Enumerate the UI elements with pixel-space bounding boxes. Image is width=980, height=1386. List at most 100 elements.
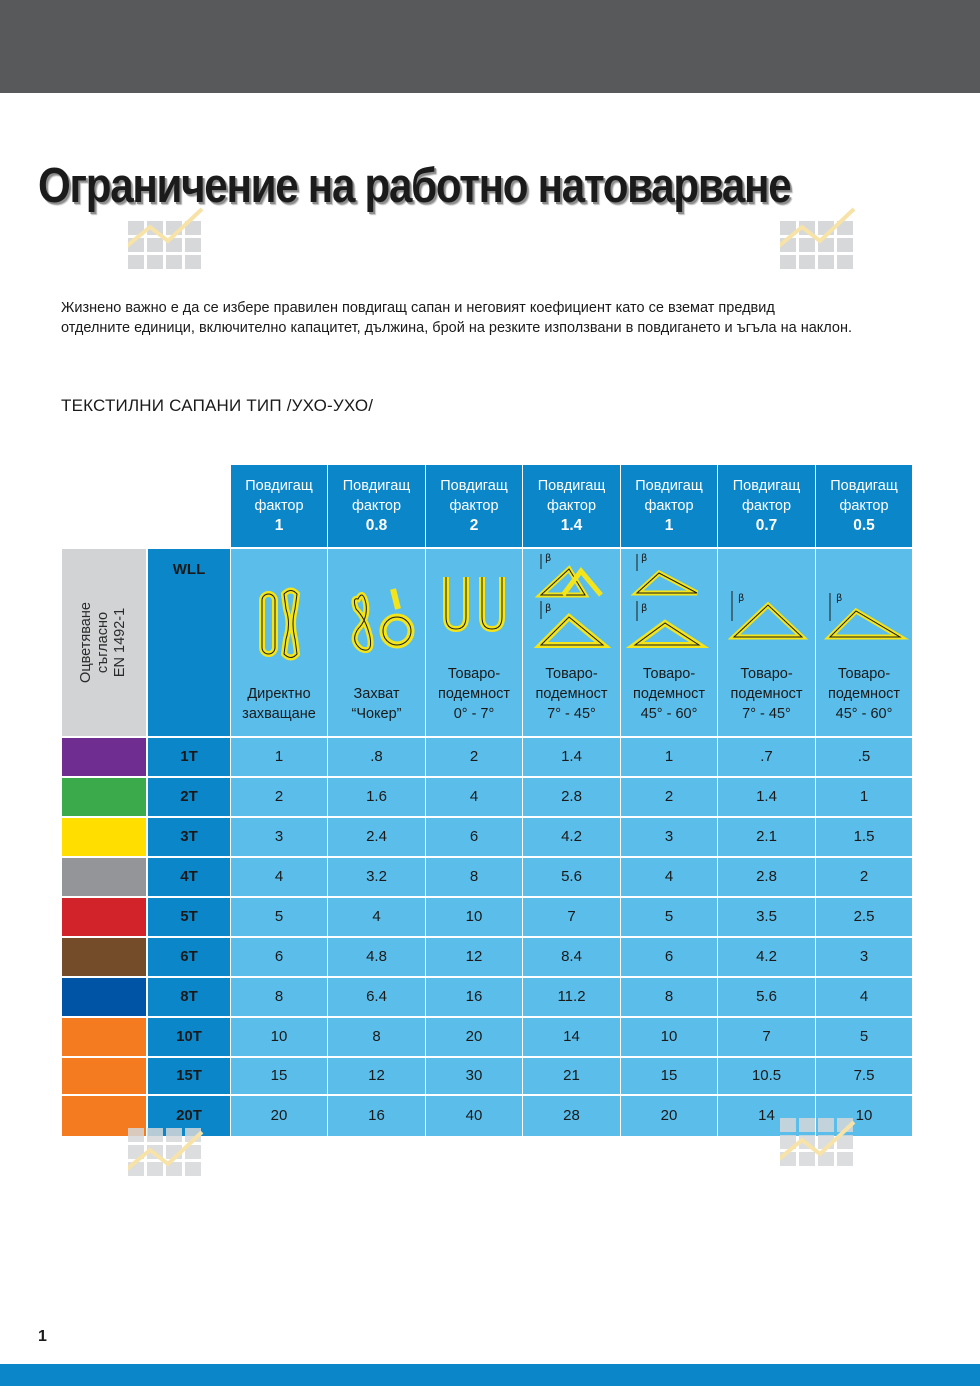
value-cell: 14	[523, 1018, 621, 1056]
value-cell: 1	[816, 778, 912, 816]
wll-cell: 5T	[148, 898, 230, 936]
triangle-sling-wide-icon: β	[823, 593, 910, 640]
chart-logo-icon	[780, 207, 856, 269]
column-caption: Товаро-подемност 45° - 60°	[827, 666, 901, 722]
value-cell: 40	[426, 1096, 523, 1136]
column-header: Повдигащ фактор 0.5	[816, 465, 912, 547]
svg-text:β: β	[641, 553, 647, 564]
value-cell: 10	[816, 1096, 912, 1136]
value-cell: 15	[231, 1058, 328, 1094]
value-cell: 2	[426, 738, 523, 776]
basket-sling-cell: Товаро-подемност 0° - 7°	[426, 549, 523, 736]
value-cell: 5	[231, 898, 328, 936]
value-cell: 6	[231, 938, 328, 976]
value-cell: 7	[718, 1018, 816, 1056]
straight-sling-cell: Директно захващане	[231, 549, 328, 736]
value-cell: 10.5	[718, 1058, 816, 1094]
triangle-sling-cell: β Товаро-подемност 7° - 45°	[718, 549, 816, 736]
intro-text: Жизнено важно е да се избере правилен по…	[61, 298, 941, 338]
column-header: Повдигащ фактор 1	[621, 465, 718, 547]
value-cell: 16	[328, 1096, 426, 1136]
value-cell: 12	[426, 938, 523, 976]
column-caption: Товаро-подемност 7° - 45°	[535, 666, 608, 722]
color-swatch	[62, 898, 146, 936]
value-cell: 1.6	[328, 778, 426, 816]
value-cell: 2.8	[523, 778, 621, 816]
value-cell: .5	[816, 738, 912, 776]
column-caption: Товаро-подемност 0° - 7°	[437, 666, 511, 722]
svg-text:β: β	[545, 553, 551, 564]
value-cell: 7.5	[816, 1058, 912, 1094]
value-cell: 3	[816, 938, 912, 976]
column-header: Повдигащ фактор 0.7	[718, 465, 816, 547]
value-cell: 3.2	[328, 858, 426, 896]
value-cell: 20	[621, 1096, 718, 1136]
value-cell: 5.6	[718, 978, 816, 1016]
section-subtitle: ТЕКСТИЛНИ САПАНИ ТИП /УХО-УХО/	[61, 396, 374, 415]
value-cell: 8	[328, 1018, 426, 1056]
svg-text:β: β	[836, 593, 842, 604]
value-cell: 2.1	[718, 818, 816, 856]
svg-text:β: β	[545, 603, 551, 614]
color-swatch	[62, 978, 146, 1016]
value-cell: 2.5	[816, 898, 912, 936]
color-swatch	[62, 858, 146, 896]
basket-angle-cell: β β Товаро-подемност 7° - 45°	[523, 549, 621, 736]
wll-cell: 15T	[148, 1058, 230, 1094]
color-swatch	[62, 778, 146, 816]
value-cell: 8	[621, 978, 718, 1016]
value-cell: 8	[231, 978, 328, 1016]
value-cell: 10	[426, 898, 523, 936]
column-caption: Директно захващане	[242, 686, 316, 722]
wll-cell: 1T	[148, 738, 230, 776]
value-cell: 21	[523, 1058, 621, 1094]
value-cell: 10	[621, 1018, 718, 1056]
value-cell: 4	[328, 898, 426, 936]
basket-angle-wide-icon: β β	[625, 553, 710, 648]
value-cell: 3	[621, 818, 718, 856]
color-code-label-cell: Оцветяване съгласно EN 1492-1	[62, 549, 146, 736]
value-cell: .8	[328, 738, 426, 776]
value-cell: 1.5	[816, 818, 912, 856]
value-cell: 30	[426, 1058, 523, 1094]
choker-sling-icon	[351, 588, 415, 654]
value-cell: 1	[231, 738, 328, 776]
value-cell: 11.2	[523, 978, 621, 1016]
chart-logo-icon	[128, 1128, 204, 1176]
value-cell: 5	[816, 1018, 912, 1056]
value-cell: 10	[231, 1018, 328, 1056]
value-cell: 1.4	[523, 738, 621, 776]
svg-text:β: β	[738, 593, 744, 604]
value-cell: 1	[621, 738, 718, 776]
wll-cell: 6T	[148, 938, 230, 976]
triangle-sling-icon: β	[727, 591, 809, 640]
column-caption: Захват “Чокер”	[351, 686, 402, 722]
value-cell: 2	[621, 778, 718, 816]
column-caption: Товаро-подемност 45° - 60°	[632, 666, 706, 722]
color-swatch	[62, 938, 146, 976]
value-cell: 2.8	[718, 858, 816, 896]
value-cell: 3.5	[718, 898, 816, 936]
value-cell: 2.4	[328, 818, 426, 856]
value-cell: 6.4	[328, 978, 426, 1016]
basket-angle-wide-cell: β β Товаро-подемност 45° - 60°	[621, 549, 718, 736]
value-cell: 4.2	[718, 938, 816, 976]
wll-cell: 10T	[148, 1018, 230, 1056]
value-cell: 5	[621, 898, 718, 936]
color-code-label: Оцветяване съгласно EN 1492-1	[78, 602, 128, 683]
value-cell: 4.2	[523, 818, 621, 856]
value-cell: 28	[523, 1096, 621, 1136]
value-cell: 7	[523, 898, 621, 936]
color-swatch	[62, 1018, 146, 1056]
value-cell: 4	[231, 858, 328, 896]
value-cell: 2	[816, 858, 912, 896]
wll-cell: 4T	[148, 858, 230, 896]
value-cell: 6	[621, 938, 718, 976]
value-cell: 3	[231, 818, 328, 856]
column-header: Повдигащ фактор 1	[231, 465, 328, 547]
column-header: Повдигащ фактор 2	[426, 465, 523, 547]
svg-text:β: β	[641, 603, 647, 614]
column-header: Повдигащ фактор 0.8	[328, 465, 426, 547]
wll-cell: 8T	[148, 978, 230, 1016]
intro-line: Жизнено важно е да се избере правилен по…	[61, 300, 775, 316]
